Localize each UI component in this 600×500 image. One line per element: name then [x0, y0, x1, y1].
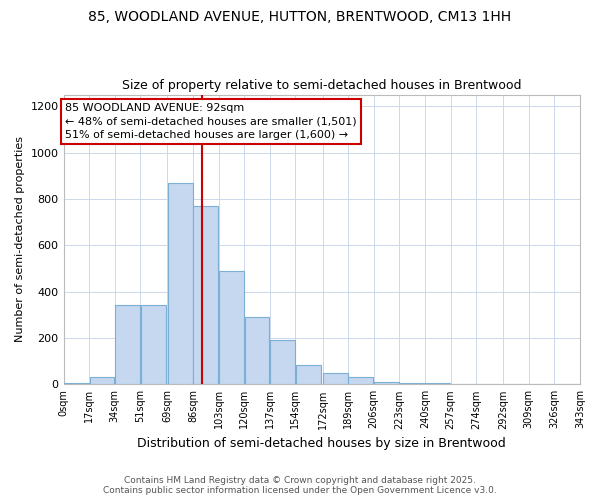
- Bar: [400, 383, 425, 384]
- Bar: [64, 383, 89, 384]
- Bar: [193, 206, 218, 384]
- Text: Contains HM Land Registry data © Crown copyright and database right 2025.
Contai: Contains HM Land Registry data © Crown c…: [103, 476, 497, 495]
- Bar: [245, 317, 269, 384]
- X-axis label: Distribution of semi-detached houses by size in Brentwood: Distribution of semi-detached houses by …: [137, 437, 506, 450]
- Bar: [296, 364, 320, 384]
- Bar: [115, 306, 140, 384]
- Bar: [323, 372, 348, 384]
- Bar: [270, 340, 295, 384]
- Y-axis label: Number of semi-detached properties: Number of semi-detached properties: [15, 136, 25, 342]
- Text: 85 WOODLAND AVENUE: 92sqm
← 48% of semi-detached houses are smaller (1,501)
51% : 85 WOODLAND AVENUE: 92sqm ← 48% of semi-…: [65, 103, 356, 140]
- Bar: [219, 270, 244, 384]
- Text: 85, WOODLAND AVENUE, HUTTON, BRENTWOOD, CM13 1HH: 85, WOODLAND AVENUE, HUTTON, BRENTWOOD, …: [88, 10, 512, 24]
- Bar: [89, 378, 115, 384]
- Bar: [425, 383, 450, 384]
- Bar: [141, 306, 166, 384]
- Title: Size of property relative to semi-detached houses in Brentwood: Size of property relative to semi-detach…: [122, 79, 521, 92]
- Bar: [168, 182, 193, 384]
- Bar: [349, 378, 373, 384]
- Bar: [374, 382, 399, 384]
